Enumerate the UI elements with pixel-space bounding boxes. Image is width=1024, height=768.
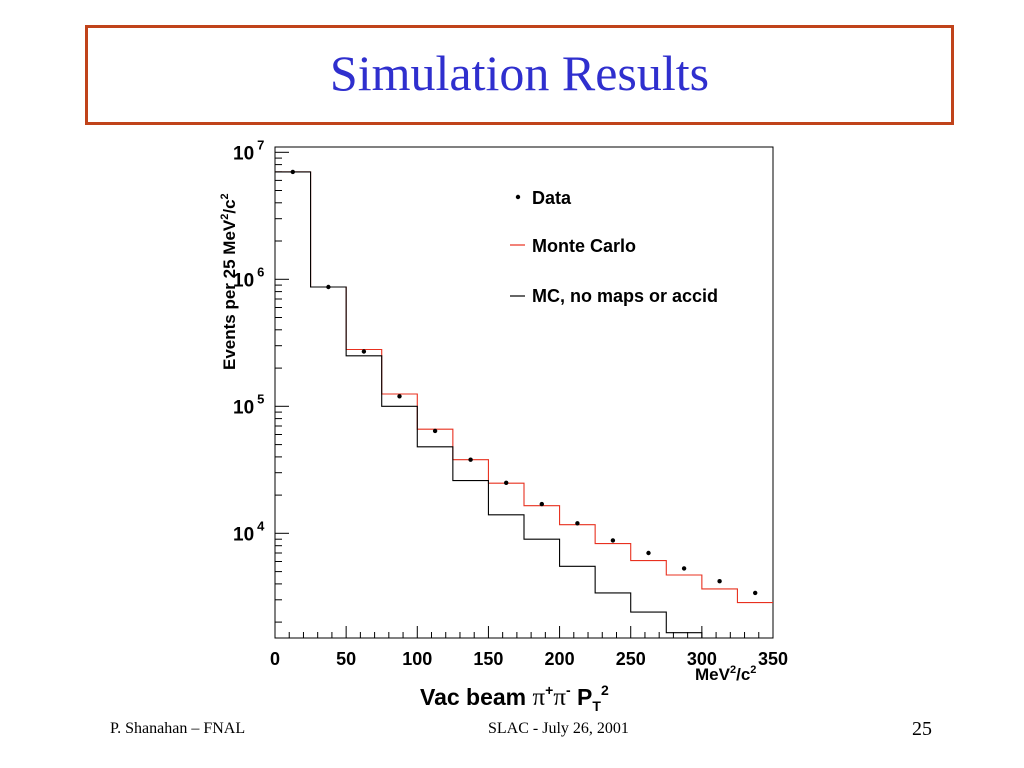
x-tick-label: 50 xyxy=(336,649,356,669)
plot-frame xyxy=(274,146,774,639)
legend-mc-no-maps-label: MC, no maps or accid xyxy=(532,286,718,306)
legend-monte-carlo-label: Monte Carlo xyxy=(532,236,636,256)
data-point xyxy=(539,501,544,507)
y-tick-label: 10 4 xyxy=(233,518,265,545)
x-tick-label: 150 xyxy=(473,649,503,669)
x-tick-label: 100 xyxy=(402,649,432,669)
page-number: 25 xyxy=(912,718,932,740)
legend: Data Monte Carlo MC, no maps or accid xyxy=(510,188,718,306)
data-point xyxy=(646,550,651,556)
mc-no-maps-step-line xyxy=(275,171,773,639)
data-point xyxy=(397,394,402,399)
x-tick-label: 200 xyxy=(545,649,575,669)
legend-data-marker xyxy=(515,194,521,200)
data-point xyxy=(432,428,438,434)
data-point xyxy=(681,566,687,571)
data-point xyxy=(290,169,295,175)
y-axis-title: Events per 25 MeV2/c2 xyxy=(219,193,239,370)
y-tick-label: 10 6 xyxy=(233,264,264,291)
data-point xyxy=(717,579,722,584)
data-point xyxy=(575,521,580,526)
legend-data-label: Data xyxy=(532,188,572,208)
x-tick-label: 300 xyxy=(687,649,717,669)
data-point xyxy=(468,457,473,462)
data-point xyxy=(504,480,509,485)
footer-venue-date: SLAC - July 26, 2001 xyxy=(488,720,629,737)
mc-no-maps-step-line-group xyxy=(275,171,773,639)
title-box: Simulation Results xyxy=(85,25,954,125)
data-point xyxy=(610,538,616,543)
x-tick-group: 0 50 100 150 200 250 300 350 xyxy=(270,626,788,669)
x-axis-title: Vac beam π+π- PT2 xyxy=(420,682,609,714)
y-tick-label: 10 7 xyxy=(233,137,264,164)
x-axis-unit: MeV2/c2 xyxy=(695,664,756,684)
y-tick-label: 10 5 xyxy=(233,391,264,418)
x-tick-label: 350 xyxy=(758,649,788,669)
data-points-group xyxy=(290,169,758,596)
x-tick-label: 250 xyxy=(616,649,646,669)
data-point xyxy=(753,590,758,596)
data-point xyxy=(326,284,331,290)
data-point xyxy=(361,349,367,354)
x-tick-label: 0 xyxy=(270,649,280,669)
footer-author: P. Shanahan – FNAL xyxy=(110,720,246,737)
slide-title: Simulation Results xyxy=(329,45,710,101)
